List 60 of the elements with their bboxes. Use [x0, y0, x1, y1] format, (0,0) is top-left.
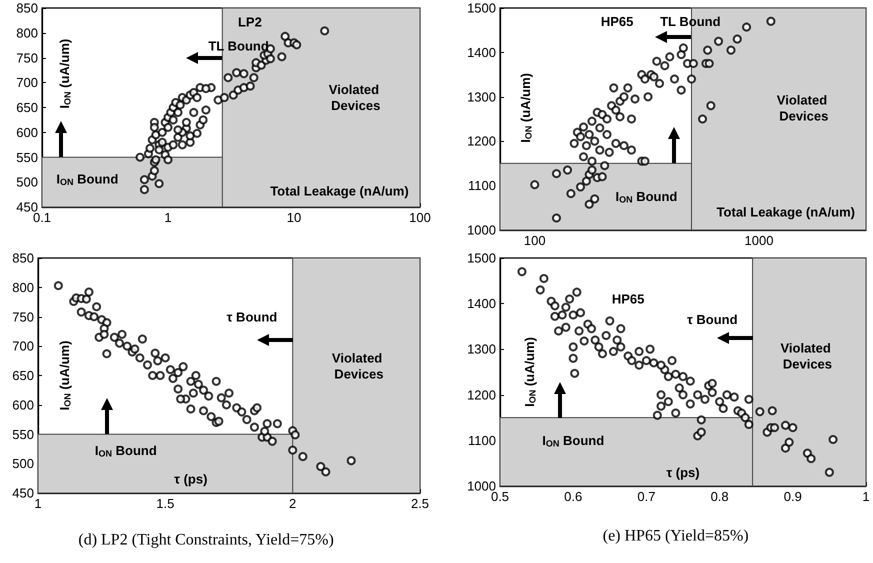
x-tick-label: 1 [862, 489, 870, 504]
y-axis-title: ION (uA/um) [57, 38, 73, 109]
x-tick-label: 100 [409, 210, 431, 225]
text: HP65 [612, 292, 644, 307]
x-tick-label: 0.8 [710, 489, 729, 504]
chart-title: HP65 [600, 14, 634, 29]
annotation: Violated Devices [776, 92, 831, 124]
y-tick-label: 1000 [467, 222, 496, 238]
y-tick-label: 700 [16, 75, 38, 90]
y-tick-label: 550 [12, 426, 34, 442]
y-tick-label: 800 [16, 25, 38, 40]
annotation: τ Bound [226, 309, 278, 324]
x-tick-label: 1.5 [156, 496, 174, 511]
y-tick-label: 750 [12, 309, 34, 324]
y-tick-label: 1400 [467, 44, 496, 60]
y-tick-label: 1200 [467, 387, 496, 402]
x-axis-title: τ (ps) [666, 464, 700, 480]
y-tick-label: 600 [12, 397, 34, 412]
x-tick-label: 10 [286, 210, 302, 225]
x-axis-title: Total Leakage (nA/um) [270, 184, 409, 199]
x-axis-title: τ (ps) [174, 471, 208, 486]
y-axis-title: ION (uA/um) [57, 340, 73, 410]
y-tick-label: 700 [12, 338, 34, 354]
annotation: Violated Devices [328, 82, 383, 114]
x-tick-label: 0.9 [784, 489, 802, 504]
y-tick-label: 500 [12, 456, 34, 472]
x-tick-label: 0.7 [637, 489, 656, 504]
y-tick-label: 1100 [468, 432, 496, 448]
y-tick-label: 1500 [467, 250, 496, 266]
x-tick-label: 100 [524, 233, 546, 248]
y-tick-label: 550 [16, 150, 38, 165]
y-tick-label: 600 [16, 124, 38, 140]
y-tick-label: 450 [12, 486, 34, 500]
annotation: Violated Devices [332, 350, 386, 382]
y-tick-label: 1400 [467, 296, 496, 312]
x-tick-label: 2.5 [410, 496, 430, 511]
y-axis-title: ION (uA/um) [518, 72, 534, 143]
x-tick-label: 1 [164, 210, 172, 225]
x-tick-label: 0.6 [564, 489, 582, 504]
x-axis-title: Total Leakage (nA/um) [716, 204, 856, 220]
y-tick-label: 750 [16, 50, 38, 66]
y-tick-label: 1100 [468, 178, 496, 194]
annotation: Violated Devices [780, 340, 834, 372]
y-tick-label: 1500 [467, 0, 496, 16]
text: LP2 [238, 14, 262, 30]
y-axis-title: ION (uA/um) [522, 337, 538, 407]
annotation: τ Bound [686, 312, 738, 328]
text: (e) HP65 (Yield=85%) [602, 528, 749, 545]
y-tick-label: 650 [12, 368, 34, 383]
y-tick-label: 1200 [467, 134, 496, 149]
text: (d) LP2 (Tight Constraints, Yield=75%) [78, 532, 334, 548]
x-tick-label: 2 [289, 496, 296, 511]
y-tick-label: 500 [16, 174, 38, 190]
y-tick-label: 1300 [467, 342, 496, 357]
y-tick-label: 850 [16, 0, 38, 16]
x-tick-label: 1 [34, 496, 42, 511]
y-tick-label: 650 [16, 100, 38, 115]
y-tick-label: 1300 [467, 89, 496, 104]
y-tick-label: 850 [12, 250, 34, 266]
y-tick-label: 800 [12, 280, 34, 295]
